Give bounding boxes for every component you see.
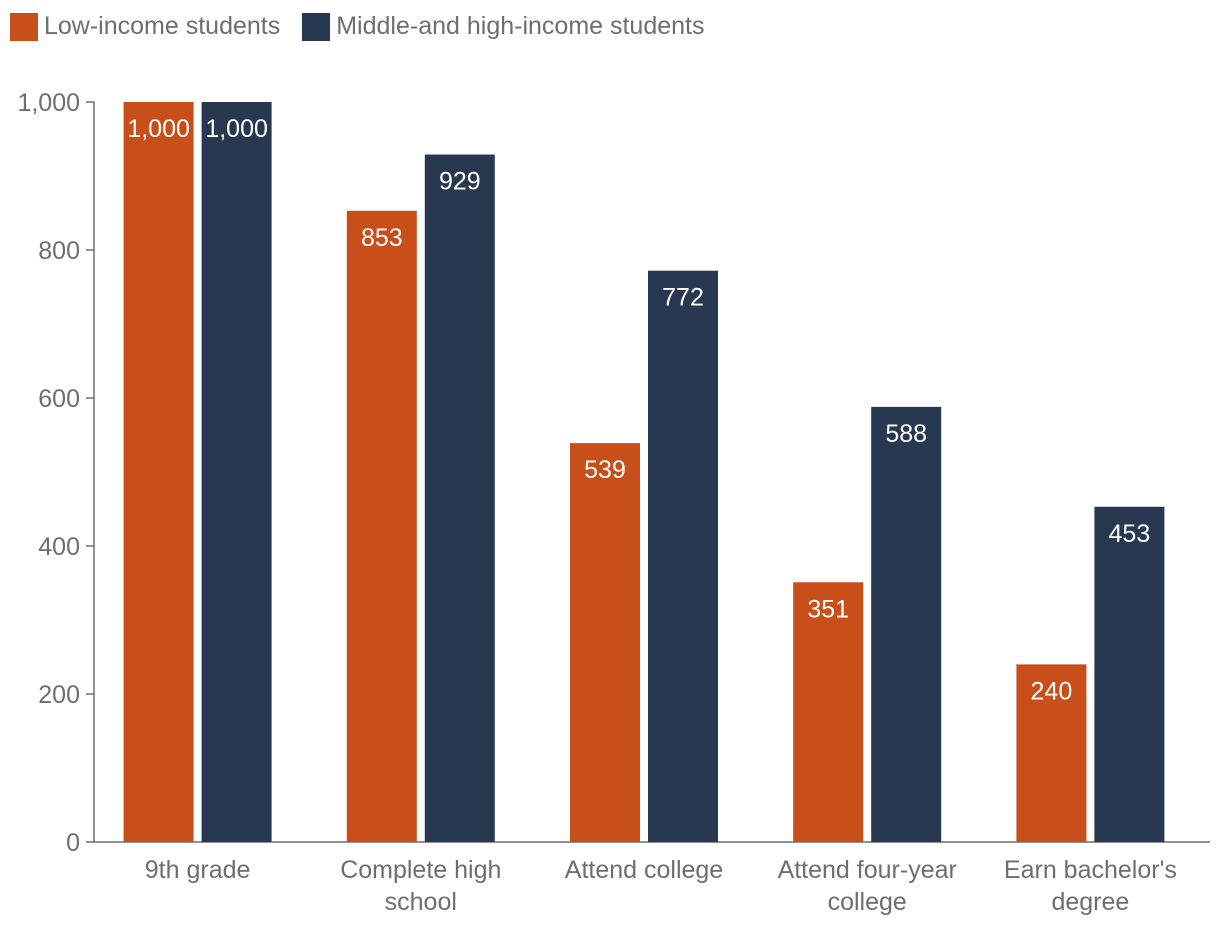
bar — [346, 210, 417, 842]
x-tick-label: Attend four-year — [778, 856, 957, 884]
legend-item-low-income: Low-income students — [10, 12, 280, 41]
x-tick-label: Complete high — [340, 856, 501, 884]
bar — [793, 582, 864, 842]
bar — [1094, 506, 1165, 842]
bar — [1016, 664, 1087, 842]
x-tick-label: degree — [1051, 888, 1129, 916]
bar-value-label: 240 — [1031, 677, 1073, 705]
x-tick-label: school — [385, 888, 457, 916]
bar — [570, 443, 640, 842]
bar-value-label: 1,000 — [205, 115, 268, 143]
bar-value-label: 588 — [885, 420, 927, 448]
bar-value-label: 453 — [1109, 520, 1151, 548]
legend-swatch-middle-high-income — [302, 12, 331, 41]
legend-label-low-income: Low-income students — [44, 12, 281, 40]
bar-value-label: 853 — [361, 224, 403, 252]
bar-value-label: 539 — [584, 456, 626, 484]
legend-label-middle-high-income: Middle-and high-income students — [336, 12, 705, 40]
bar — [201, 102, 272, 842]
y-tick-label: 200 — [38, 681, 80, 709]
y-tick-label: 400 — [38, 533, 80, 561]
y-tick-label: 800 — [38, 237, 80, 265]
bar-value-label: 772 — [662, 284, 704, 312]
bar-value-label: 351 — [807, 595, 849, 623]
x-tick-label: 9th grade — [145, 856, 251, 884]
y-tick-label: 0 — [66, 829, 80, 857]
bar — [123, 102, 194, 842]
bar-value-label: 1,000 — [127, 115, 190, 143]
chart-legend: Low-income students Middle-and high-inco… — [10, 12, 705, 41]
y-tick-label: 1,000 — [17, 89, 80, 117]
x-tick-label: Earn bachelor's — [1004, 856, 1177, 884]
y-tick-label: 600 — [38, 385, 80, 413]
legend-item-middle-high-income: Middle-and high-income students — [302, 12, 705, 41]
x-tick-label: college — [828, 888, 907, 916]
bar — [424, 154, 495, 843]
legend-swatch-low-income — [10, 12, 38, 41]
bar — [648, 270, 718, 843]
x-tick-label: Attend college — [565, 856, 723, 884]
bar-value-label: 929 — [439, 168, 481, 196]
bar — [871, 406, 942, 842]
